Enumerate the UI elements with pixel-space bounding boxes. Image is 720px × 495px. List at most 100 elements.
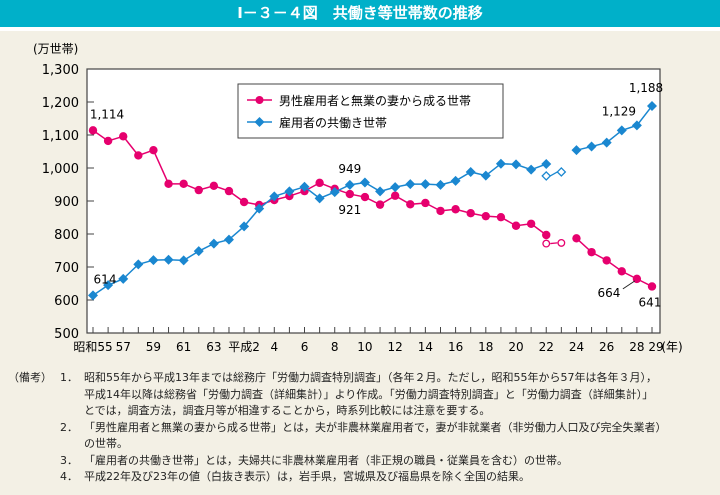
data-point [390, 191, 400, 200]
note-text: の世帯。 [84, 437, 128, 450]
y-tick-label: 900 [54, 195, 79, 210]
data-point [179, 179, 188, 189]
note-number: 1． [60, 371, 78, 384]
data-label: 1,129 [602, 104, 636, 118]
data-point [450, 175, 461, 186]
line-chart: (万世帯) 500 600 700 800 900 1,000 1,100 1,200 1,300… [33, 42, 683, 354]
note-text: 「雇用者の共働き世帯」とは，夫婦共に非農林業雇用者（非正規の職員・従業員を含む）… [84, 453, 568, 467]
data-point [224, 186, 234, 196]
note-head [8, 469, 54, 486]
data-point [375, 186, 386, 197]
note-number [54, 436, 84, 453]
data-point [647, 100, 657, 111]
notes: （備考） 1． 昭和55年から平成13年までは総務庁「労働力調査特別調査」（各年２月… [8, 370, 718, 486]
data-point [223, 234, 234, 245]
note-text: 平成14年以降は総務省「労働力調査（詳細集計）」より作成。「労働力調査特別調査」… [84, 387, 654, 401]
data-point [149, 145, 158, 155]
data-point [526, 219, 536, 228]
data-point [345, 189, 355, 199]
data-point [314, 193, 325, 204]
note-number: 2． [60, 420, 78, 434]
data-point [88, 126, 98, 135]
data-point [631, 120, 642, 131]
data-point [239, 221, 250, 232]
open-data-point [556, 167, 567, 177]
note-text: 昭和55年から平成13年までは総務庁「労働力調査特別調査」（各年２月。ただし，昭… [84, 371, 657, 384]
data-point [481, 211, 491, 221]
data-point [254, 203, 265, 214]
note-head [8, 403, 54, 420]
data-point [360, 192, 370, 202]
data-point [193, 246, 204, 257]
x-tick-label: 26 [599, 340, 614, 354]
note-head: （備考） [8, 371, 52, 384]
data-point [134, 151, 143, 160]
data-point [435, 179, 446, 190]
x-tick-label: 63 [206, 340, 221, 354]
data-point [602, 256, 611, 265]
data-point [466, 209, 475, 218]
data-point [344, 179, 355, 190]
x-tick-label: 平成2 [228, 340, 260, 354]
data-point [571, 145, 582, 156]
x-tick-label: 22 [539, 340, 554, 354]
note-number: 3． [60, 453, 78, 467]
note-line: の世帯。 [8, 436, 718, 453]
data-point [359, 177, 370, 188]
note-head [8, 420, 54, 437]
data-point [88, 290, 98, 301]
note-text: とでは，調査方法，調査月等が相違することから，時系列比較には注意を要する。 [84, 404, 491, 417]
data-point [178, 255, 189, 266]
note-head [8, 453, 54, 470]
note-text: 「男性雇用者と無業の妻から成る世帯」とは，夫が非農林業雇用者で，妻が非就業者（非… [84, 420, 667, 434]
data-label: 921 [338, 203, 361, 217]
data-point [103, 136, 113, 146]
y-tick-label: 1,100 [42, 129, 79, 144]
y-tick-label: 600 [54, 294, 79, 309]
data-point [209, 181, 219, 191]
x-tick-label: 6 [301, 340, 309, 354]
y-tick-label: 1,000 [42, 162, 79, 177]
note-line: （備考） 1． 昭和55年から平成13年までは総務庁「労働力調査特別調査」（各年２月… [8, 370, 718, 387]
x-tick-label: 昭和55 [73, 340, 112, 354]
data-point [480, 170, 491, 181]
note-line: 3． 「雇用者の共働き世帯」とは，夫婦共に非農林業雇用者（非正規の職員・従業員を含… [8, 453, 718, 470]
x-tick-label: 8 [331, 340, 339, 354]
y-tick-label: 1,200 [42, 96, 79, 111]
x-tick-label: 24 [569, 340, 584, 354]
legend-label: 男性雇用者と無業の妻から成る世帯 [279, 93, 471, 108]
open-connector [550, 242, 558, 245]
data-point [133, 259, 144, 270]
data-point [526, 164, 537, 175]
note-number [54, 403, 84, 420]
data-point [495, 158, 506, 169]
data-point [315, 178, 324, 188]
x-tick-label: 57 [116, 340, 131, 354]
data-point [465, 166, 476, 177]
x-axis-label: (年) [661, 340, 682, 354]
data-point [375, 200, 385, 209]
note-line: 2． 「男性雇用者と無業の妻から成る世帯」とは，夫が非農林業雇用者で，妻が非就業者… [8, 420, 718, 437]
data-label: 1,188 [629, 81, 663, 95]
open-connector [549, 171, 558, 177]
data-point [541, 159, 552, 170]
data-point [405, 179, 416, 190]
leader-line [622, 280, 636, 290]
data-label: 949 [338, 162, 361, 176]
y-tick-label: 1,300 [42, 63, 79, 78]
data-point [239, 197, 249, 207]
legend-label: 雇用者の共働き世帯 [279, 115, 387, 130]
data-point [148, 255, 159, 266]
note-number: 4． [60, 470, 78, 483]
data-point [208, 238, 219, 249]
open-data-point [541, 171, 552, 181]
figure-title: Ⅰ－３－４図 共働き等世帯数の推移 [0, 0, 720, 31]
data-label: 641 [639, 295, 662, 309]
x-tick-label: 10 [357, 340, 372, 354]
data-label: 664 [597, 286, 620, 300]
data-point [420, 179, 431, 190]
x-tick-label: 20 [508, 340, 523, 354]
x-tick-label: 29 [648, 340, 663, 354]
x-tick-label: 59 [146, 340, 161, 354]
data-point [269, 191, 280, 202]
